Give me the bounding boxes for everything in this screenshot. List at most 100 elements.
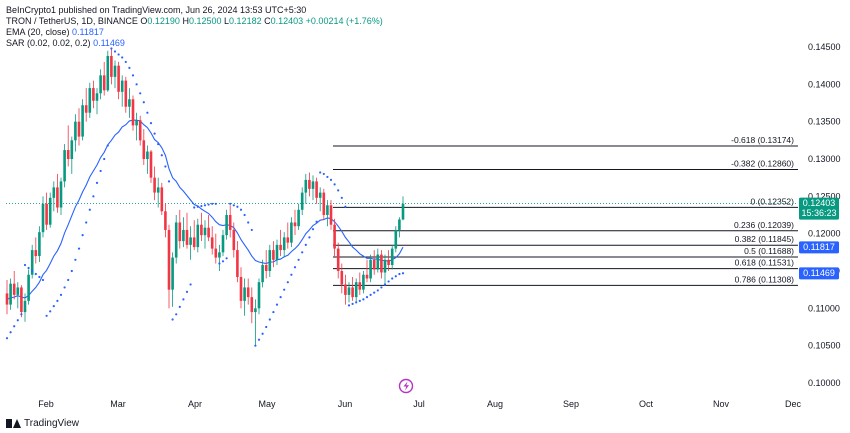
candle-body <box>182 229 185 242</box>
candle <box>326 200 329 227</box>
candle-body <box>369 259 372 279</box>
candle-body <box>48 197 52 225</box>
candle <box>196 218 200 253</box>
candle-body <box>279 244 282 251</box>
candle <box>221 229 225 257</box>
symbol-name[interactable]: TRON / TetherUS, 1D, BINANCE <box>6 16 138 26</box>
x-axis: Feb Mar Apr May Jun Jul Aug Sep Oct Nov Dec <box>38 399 801 409</box>
sar-dot <box>401 272 405 275</box>
candle-body <box>394 229 398 249</box>
sar-dot <box>308 236 311 239</box>
candle <box>56 173 59 213</box>
candle <box>318 187 322 212</box>
candle <box>214 233 218 264</box>
candle-body <box>225 215 228 236</box>
candle <box>153 166 156 201</box>
candle <box>225 209 228 240</box>
candle-body <box>243 287 246 301</box>
candle <box>102 61 106 96</box>
sar-dot <box>34 272 37 276</box>
sar-dot <box>380 286 383 289</box>
sar-dot <box>99 169 102 173</box>
candle <box>376 248 380 273</box>
candle-body <box>128 99 131 107</box>
candle-body <box>401 203 405 220</box>
sar-dot <box>74 258 77 261</box>
candle <box>41 196 45 238</box>
sar-dot <box>193 206 196 209</box>
sar-dot <box>103 157 106 161</box>
candle-body <box>20 287 23 313</box>
candle <box>311 175 315 201</box>
candle-body <box>315 181 318 198</box>
sar-dot <box>70 269 73 273</box>
candle-body <box>9 283 12 305</box>
candle <box>394 226 398 253</box>
sar-dots <box>5 47 405 347</box>
sar-dot <box>322 172 325 176</box>
sar-label: SAR (0.02, 0.02, 0.2) <box>6 38 91 48</box>
candle-body <box>192 237 196 248</box>
candle-body <box>358 282 362 290</box>
sar-dot <box>110 47 113 50</box>
publisher-line: BeInCrypto1 published on TradingView.com… <box>6 5 307 15</box>
candle <box>138 115 142 146</box>
sar-dot <box>5 337 9 340</box>
sar-dot <box>362 298 365 301</box>
candle <box>232 222 236 258</box>
sar-dot <box>31 269 34 273</box>
candle <box>12 271 16 300</box>
candle-body <box>149 151 153 178</box>
candle <box>52 181 56 212</box>
candle <box>128 88 131 118</box>
candle-body <box>351 287 354 298</box>
candle <box>383 254 387 286</box>
x-tick-label: Apr <box>188 399 202 409</box>
candle-body <box>304 179 308 193</box>
candle <box>200 212 203 242</box>
candle-body <box>66 150 70 159</box>
x-tick-label: Feb <box>38 399 54 409</box>
lightning-icon[interactable] <box>398 378 414 394</box>
sar-dot <box>175 313 178 316</box>
sar-value-badge-text: 0.11469 <box>803 268 835 278</box>
sar-dot <box>203 204 207 207</box>
sar-dot <box>358 299 361 302</box>
candle-body <box>12 283 16 295</box>
candle <box>164 203 167 238</box>
sar-dot <box>347 304 351 307</box>
candle <box>290 217 293 248</box>
sar-dot <box>131 74 135 77</box>
tradingview-branding[interactable]: TradingView <box>6 418 79 429</box>
sar-dot <box>185 290 189 294</box>
candle <box>300 187 304 215</box>
open-label: O <box>140 16 148 26</box>
current-price-badge-bg <box>799 197 839 220</box>
candle-body <box>171 257 174 290</box>
candle <box>59 177 63 215</box>
sar-legend[interactable]: SAR (0.02, 0.02, 0.2) 0.11469 <box>6 38 383 49</box>
ema-legend[interactable]: EMA (20, close) 0.11817 <box>6 27 383 38</box>
candle <box>351 276 354 301</box>
candle <box>218 244 221 271</box>
candle-body <box>293 222 297 227</box>
candle-body <box>185 229 189 245</box>
candle <box>207 215 210 242</box>
candle <box>398 217 401 238</box>
candle <box>70 136 74 174</box>
x-tick-label: Nov <box>713 399 730 409</box>
sar-dot <box>257 338 261 341</box>
sar-dot <box>315 220 318 223</box>
candle <box>304 173 308 204</box>
candle <box>77 108 81 146</box>
candle-body <box>45 203 48 225</box>
candle-body <box>336 248 340 271</box>
candle <box>20 285 23 318</box>
candle <box>250 287 254 324</box>
candle-body <box>318 192 322 198</box>
candle-body <box>88 88 92 113</box>
sar-dot <box>391 277 394 280</box>
sar-dot <box>20 313 23 316</box>
